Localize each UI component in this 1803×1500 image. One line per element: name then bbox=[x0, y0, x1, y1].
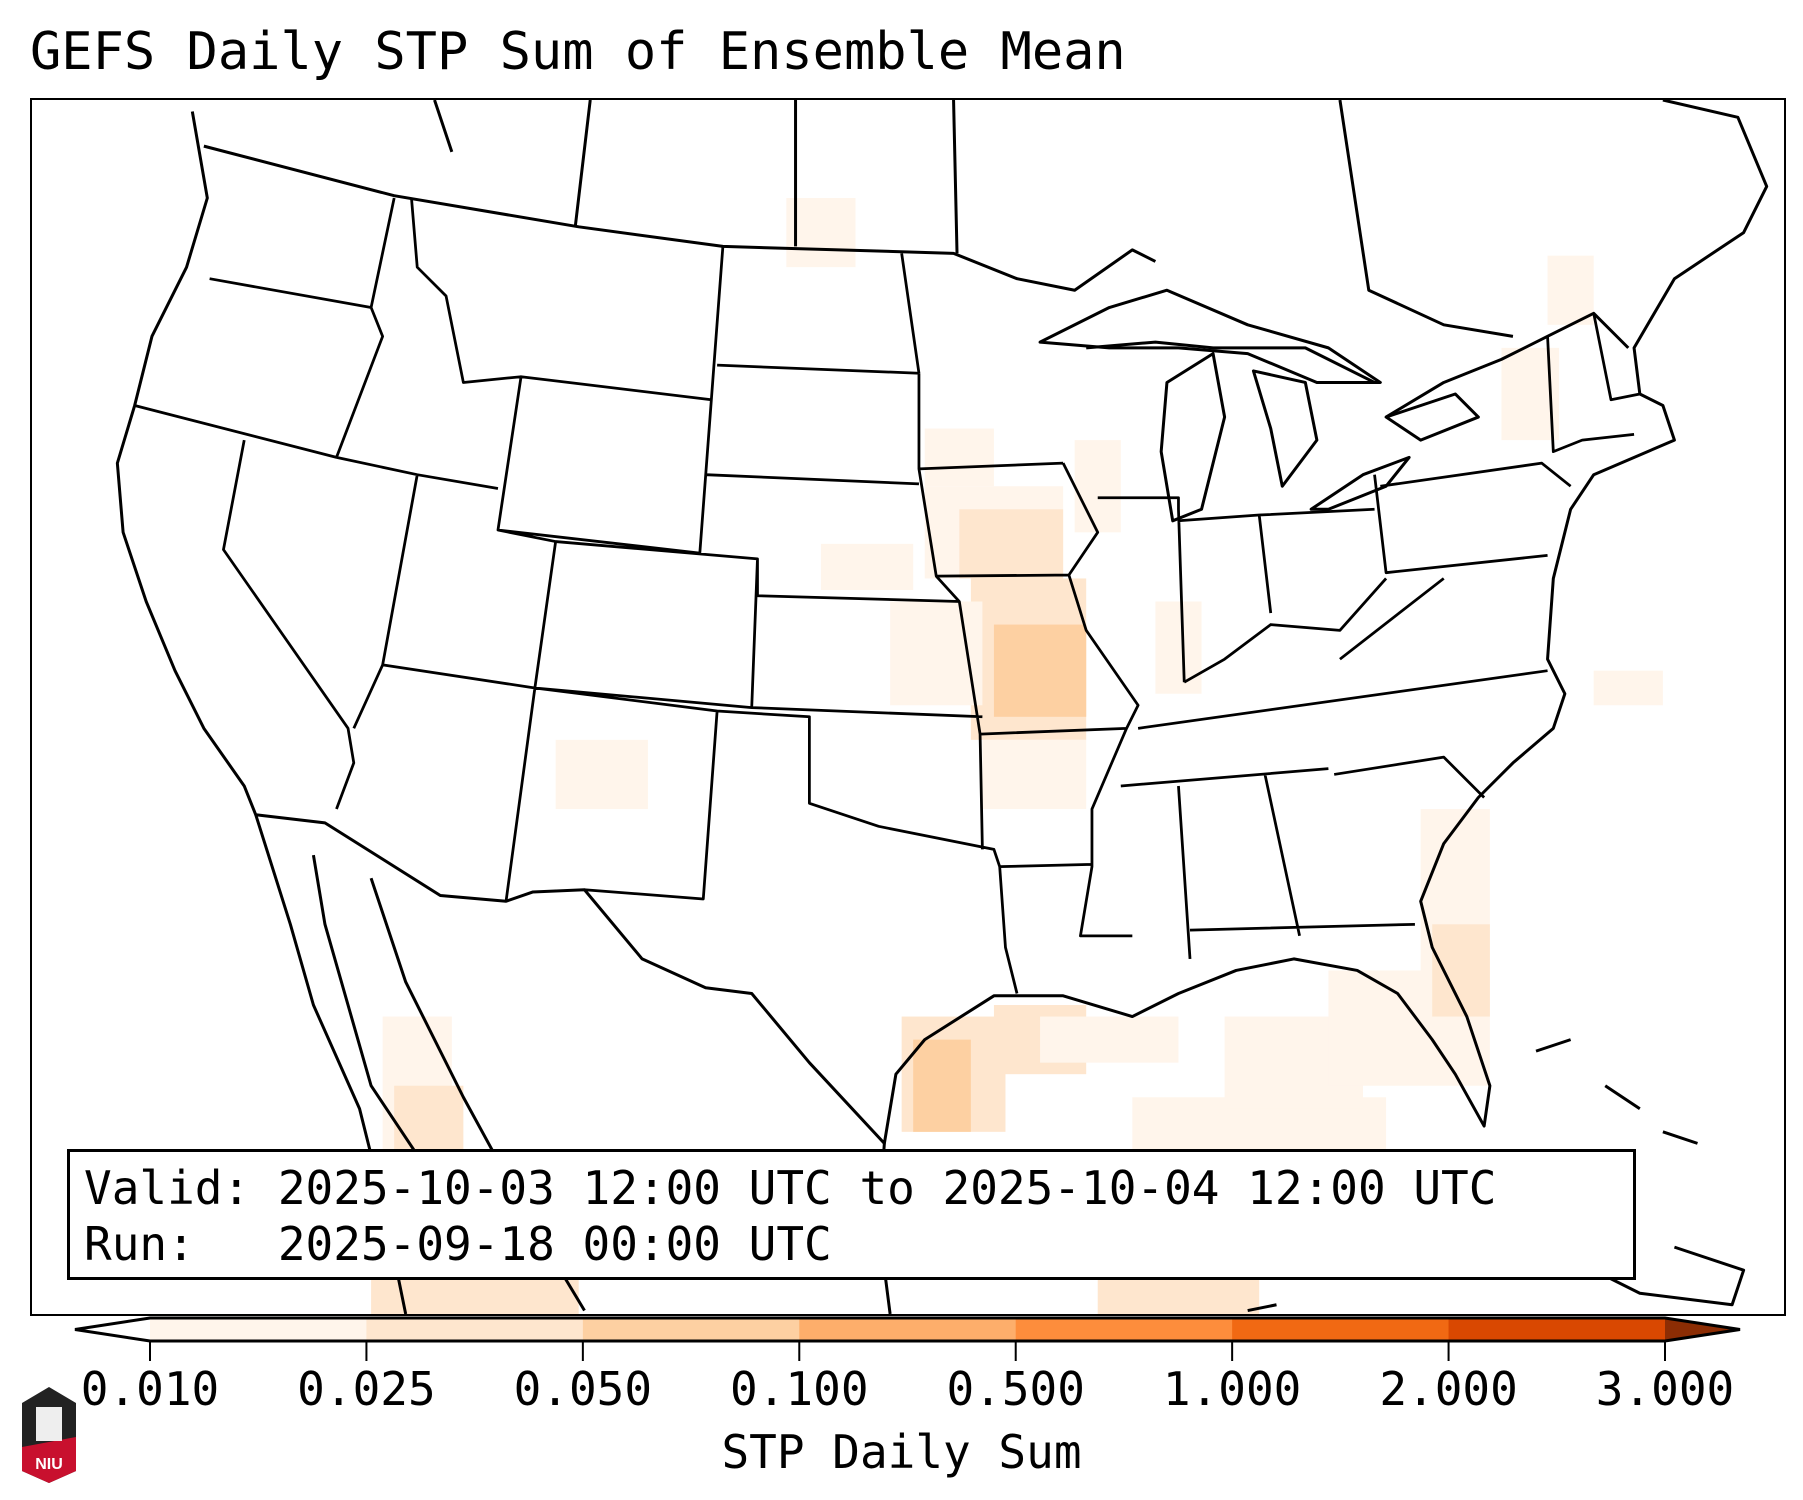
stp-cell bbox=[1155, 601, 1202, 694]
stp-cell bbox=[1547, 255, 1594, 325]
coastlines-borders bbox=[115, 100, 1769, 1314]
stp-cell bbox=[1593, 670, 1663, 706]
valid-run-info-box: Valid: 2025-10-03 12:00 UTC to 2025-10-0… bbox=[67, 1149, 1636, 1280]
state-borders bbox=[134, 197, 1641, 994]
colorbar-tick-label: 0.025 bbox=[297, 1362, 436, 1416]
colorbar-under-extension bbox=[75, 1318, 150, 1341]
colorbar-segment bbox=[582, 1318, 800, 1341]
stp-cell bbox=[913, 1039, 971, 1132]
stp-cell bbox=[982, 739, 1087, 810]
colorbar-segment bbox=[150, 1318, 367, 1341]
colorbar-tick-label: 0.500 bbox=[946, 1362, 1085, 1416]
colorbar-tick-label: 2.000 bbox=[1379, 1362, 1518, 1416]
stp-cell bbox=[786, 197, 856, 268]
colorbar bbox=[74, 1316, 1741, 1361]
niu-logo: NIU bbox=[22, 1387, 76, 1483]
great-lakes bbox=[1038, 288, 1480, 523]
colorbar-label: STP Daily Sum bbox=[721, 1425, 1082, 1479]
stp-shading bbox=[371, 197, 1663, 1314]
colorbar-tick-label: 3.000 bbox=[1595, 1362, 1735, 1416]
mexico-coast bbox=[254, 814, 1277, 1314]
colorbar-segment bbox=[1448, 1318, 1666, 1341]
colorbar-tick-label: 0.010 bbox=[80, 1362, 220, 1416]
stp-cell bbox=[959, 509, 1064, 579]
stp-cell bbox=[993, 624, 1087, 717]
stp-cell bbox=[1074, 440, 1121, 533]
stp-cell bbox=[820, 543, 914, 590]
colorbar-segment bbox=[1232, 1318, 1450, 1341]
stp-cell bbox=[1432, 924, 1490, 1017]
colorbar-tick-label: 1.000 bbox=[1162, 1362, 1302, 1416]
canada-province-lines bbox=[433, 100, 1514, 338]
canada-border bbox=[203, 144, 1630, 419]
colorbar-tick-label: 0.050 bbox=[513, 1362, 653, 1416]
colorbar-segment bbox=[799, 1318, 1017, 1341]
stp-cell bbox=[1040, 1016, 1179, 1063]
caribbean-islands bbox=[1535, 1038, 1746, 1307]
stp-cell bbox=[924, 428, 994, 487]
chart-title: GEFS Daily STP Sum of Ensemble Mean bbox=[30, 22, 1126, 82]
colorbar-tick-label: 0.100 bbox=[730, 1362, 869, 1416]
us-coastline bbox=[115, 100, 1769, 1145]
svg-text:NIU: NIU bbox=[35, 1456, 63, 1473]
stp-cell bbox=[555, 739, 648, 810]
valid-time-text: Valid: 2025-10-03 12:00 UTC to 2025-10-0… bbox=[84, 1161, 1497, 1215]
colorbar-over-extension bbox=[1665, 1318, 1740, 1341]
us-map bbox=[115, 100, 1769, 1314]
map-panel bbox=[30, 98, 1786, 1316]
run-time-text: Run: 2025-09-18 00:00 UTC bbox=[84, 1217, 832, 1271]
colorbar-segment bbox=[1015, 1318, 1233, 1341]
colorbar-segment bbox=[366, 1318, 584, 1341]
